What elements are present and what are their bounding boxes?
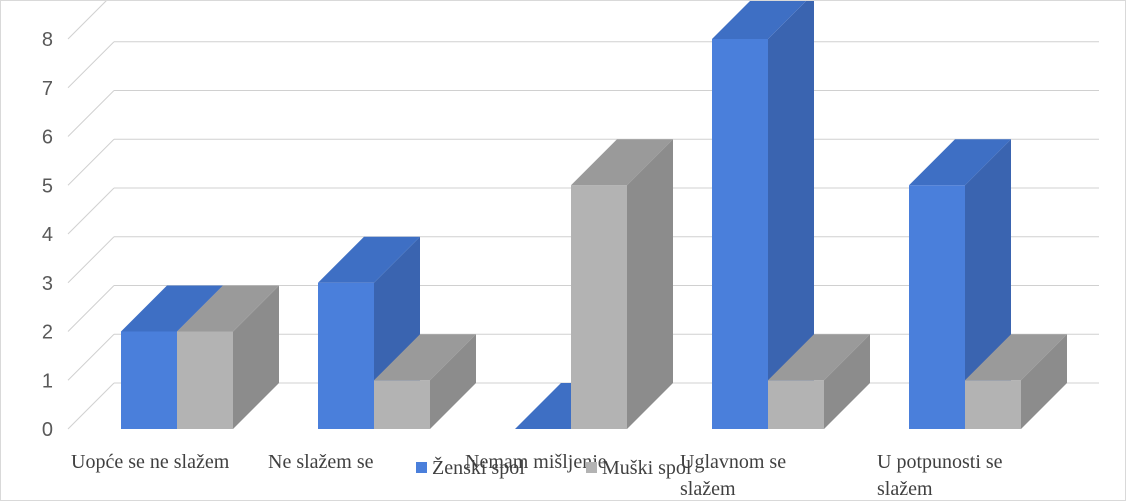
bar-muski-top	[374, 334, 476, 381]
x-tick-label: slažem	[680, 478, 736, 500]
x-tick-label: slažem	[877, 478, 933, 500]
bar-muski-side	[627, 139, 673, 429]
bar-muski-top	[177, 285, 279, 332]
bar-zenski-front	[909, 185, 965, 429]
bar-muski-front	[571, 185, 627, 429]
bar-muski-side	[430, 334, 476, 429]
y-tick-label: 4	[42, 224, 53, 246]
bar-zenski-top	[712, 1, 806, 39]
y-tick-label: 7	[42, 78, 53, 100]
y-tick-label: 1	[42, 370, 53, 392]
legend-label: Ženski spol	[432, 456, 525, 479]
bar-zenski-front	[121, 331, 177, 429]
bar-muski-side	[824, 334, 870, 429]
gridline-side	[67, 285, 115, 332]
y-tick-label: 8	[42, 29, 53, 51]
legend-swatch	[586, 462, 597, 473]
legend-swatch	[416, 462, 427, 473]
bar-muski-front	[768, 380, 824, 429]
gridline-side	[67, 333, 115, 381]
bar-muski-front	[374, 380, 430, 429]
x-tick-label: U potpunosti se	[877, 451, 1003, 473]
bar-zenski-front	[712, 39, 768, 429]
bar-muski-top	[965, 334, 1067, 381]
bar-zenski-top	[318, 236, 420, 283]
bar-zenski-front	[318, 282, 374, 429]
bar-muski-top	[768, 334, 870, 381]
bar-muski-top	[571, 139, 673, 186]
bar-muski-side	[1021, 334, 1067, 429]
y-tick-label: 3	[42, 273, 53, 295]
gridline-side	[67, 138, 115, 186]
y-tick-label: 0	[42, 419, 53, 441]
gridline-side	[67, 382, 115, 430]
gridline-side	[67, 90, 115, 137]
x-tick-label: Ne slažem se	[268, 451, 374, 473]
x-tick-label: Uopće se ne slažem	[71, 451, 230, 473]
gridline-side	[67, 1, 107, 40]
bar-muski-side	[233, 285, 279, 429]
y-tick-label: 6	[42, 127, 53, 149]
bar-muski-front	[177, 331, 233, 429]
gridline-side	[67, 41, 115, 89]
gridline-side	[67, 187, 115, 235]
gridline-side	[67, 236, 115, 284]
bar-muski-front	[965, 380, 1021, 429]
y-tick-label: 5	[42, 175, 53, 197]
x-tick-label: Nemam mišljenje	[465, 451, 607, 473]
legend-label: Muški spol	[602, 457, 692, 479]
bar-zenski-top	[121, 285, 223, 332]
bar-zenski-side	[768, 1, 814, 429]
x-tick-label: Uglavnom se	[680, 451, 786, 473]
bar-zenski-top	[909, 139, 1011, 186]
y-tick-label: 2	[42, 322, 53, 344]
